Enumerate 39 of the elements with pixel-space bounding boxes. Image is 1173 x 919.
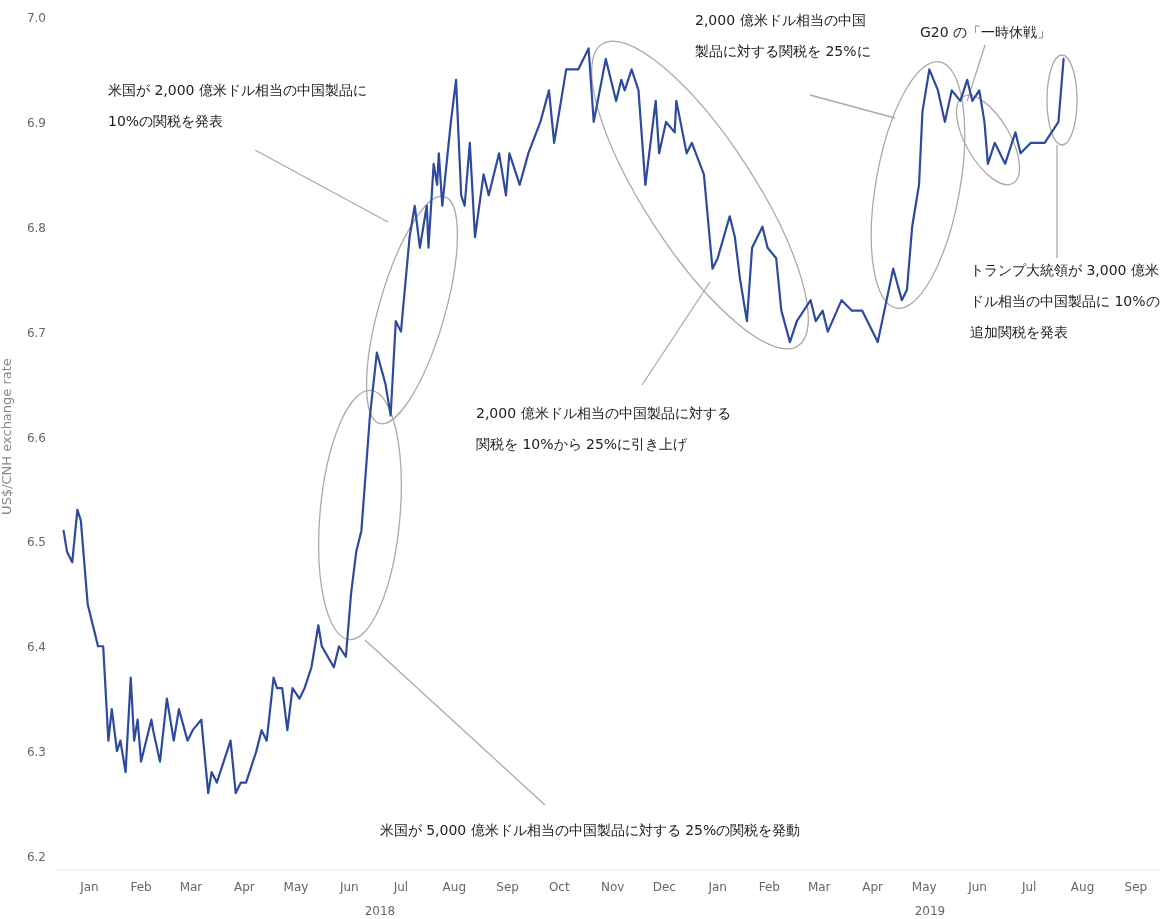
x-tick-label: Jun [338,880,359,894]
x-tick-label: Jan [707,880,727,894]
x-tick-label: Aug [442,880,467,894]
x-tick-label: May [911,880,937,894]
x-tick-label: Jan [79,880,99,894]
x-tick-label: Jun [967,880,987,894]
x-tick-label: Mar [807,880,831,894]
y-tick-label: 6.9 [26,115,46,130]
y-tick-label: 6.7 [26,325,46,340]
y-tick-label: 6.8 [26,220,46,235]
text: 2018 [364,904,396,918]
x-tick-label: Nov [600,880,625,894]
x-tick-label: Aug [1070,880,1095,894]
y-tick-label: 6.6 [26,430,46,445]
annotation: 2,000 億米ドル相当の中国製品に対する関税を 10%から 25%に引き上げ [476,405,731,452]
x-tick-label: Apr [233,880,255,894]
x-tick-label: Oct [548,880,570,894]
x-tick-label: Mar [179,880,203,894]
annotation: 米国が 2,000 億米ドル相当の中国製品に10%の関税を発表 [108,82,367,129]
x-tick-label: May [283,880,309,894]
x-tick-label: Feb [758,880,780,894]
annotation: トランプ大統領が 3,000 億米ドル相当の中国製品に 10%の追加関税を発表 [970,262,1160,340]
annotation: 2,000 億米ドル相当の中国製品に対する関税を 25%に [695,12,871,59]
y-tick-label: 6.4 [26,640,46,655]
y-tick-label: 6.3 [26,745,46,760]
x-tick-label: Dec [652,880,676,894]
y-tick-label: 6.5 [26,535,46,550]
y-tick-label: 7.0 [26,11,46,25]
x-tick-label: Apr [862,880,884,894]
x-tick-label: Sep [496,880,519,894]
y-tick-label: 6.2 [26,850,46,864]
y-axis-title: US$/CNH exchange rate [0,358,14,515]
x-tick-label: Jul [1020,880,1037,894]
annotation: 米国が 5,000 億米ドル相当の中国製品に対する 25%の関税を発動 [379,822,801,838]
text: 2019 [914,904,946,918]
x-tick-label: Feb [130,880,152,894]
x-tick-label: Sep [1124,880,1148,894]
annotation: G20 の「一時休戦」 [920,24,1052,40]
x-tick-label: Jul [392,880,409,894]
